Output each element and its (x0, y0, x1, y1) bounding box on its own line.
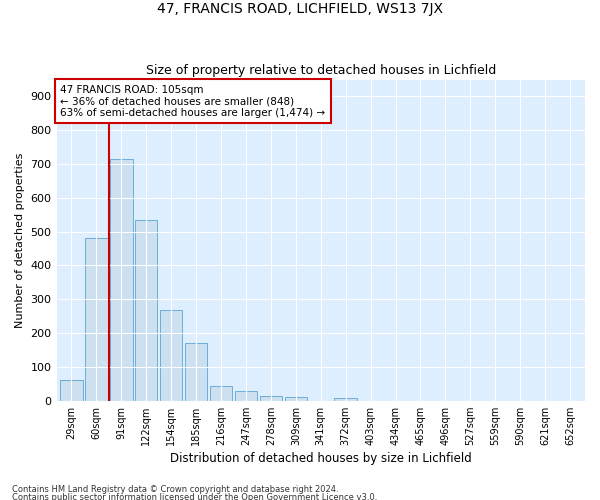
Y-axis label: Number of detached properties: Number of detached properties (15, 152, 25, 328)
Text: Contains HM Land Registry data © Crown copyright and database right 2024.: Contains HM Land Registry data © Crown c… (12, 486, 338, 494)
Bar (160, 310, 182, 400)
Text: 47 FRANCIS ROAD: 105sqm
← 36% of detached houses are smaller (848)
63% of semi-d: 47 FRANCIS ROAD: 105sqm ← 36% of detache… (60, 84, 325, 118)
Bar (210, 386, 232, 400)
Bar (85, 238, 107, 400)
Bar (60, 380, 83, 400)
Text: Contains public sector information licensed under the Open Government Licence v3: Contains public sector information licen… (12, 492, 377, 500)
Bar (235, 390, 257, 400)
Bar (334, 398, 357, 400)
Bar (110, 158, 133, 400)
Text: 47, FRANCIS ROAD, LICHFIELD, WS13 7JX: 47, FRANCIS ROAD, LICHFIELD, WS13 7JX (157, 2, 443, 16)
X-axis label: Distribution of detached houses by size in Lichfield: Distribution of detached houses by size … (170, 452, 472, 465)
Bar (284, 396, 307, 400)
Bar (185, 342, 208, 400)
Title: Size of property relative to detached houses in Lichfield: Size of property relative to detached ho… (146, 64, 496, 77)
Bar (260, 396, 282, 400)
Bar (135, 220, 157, 400)
